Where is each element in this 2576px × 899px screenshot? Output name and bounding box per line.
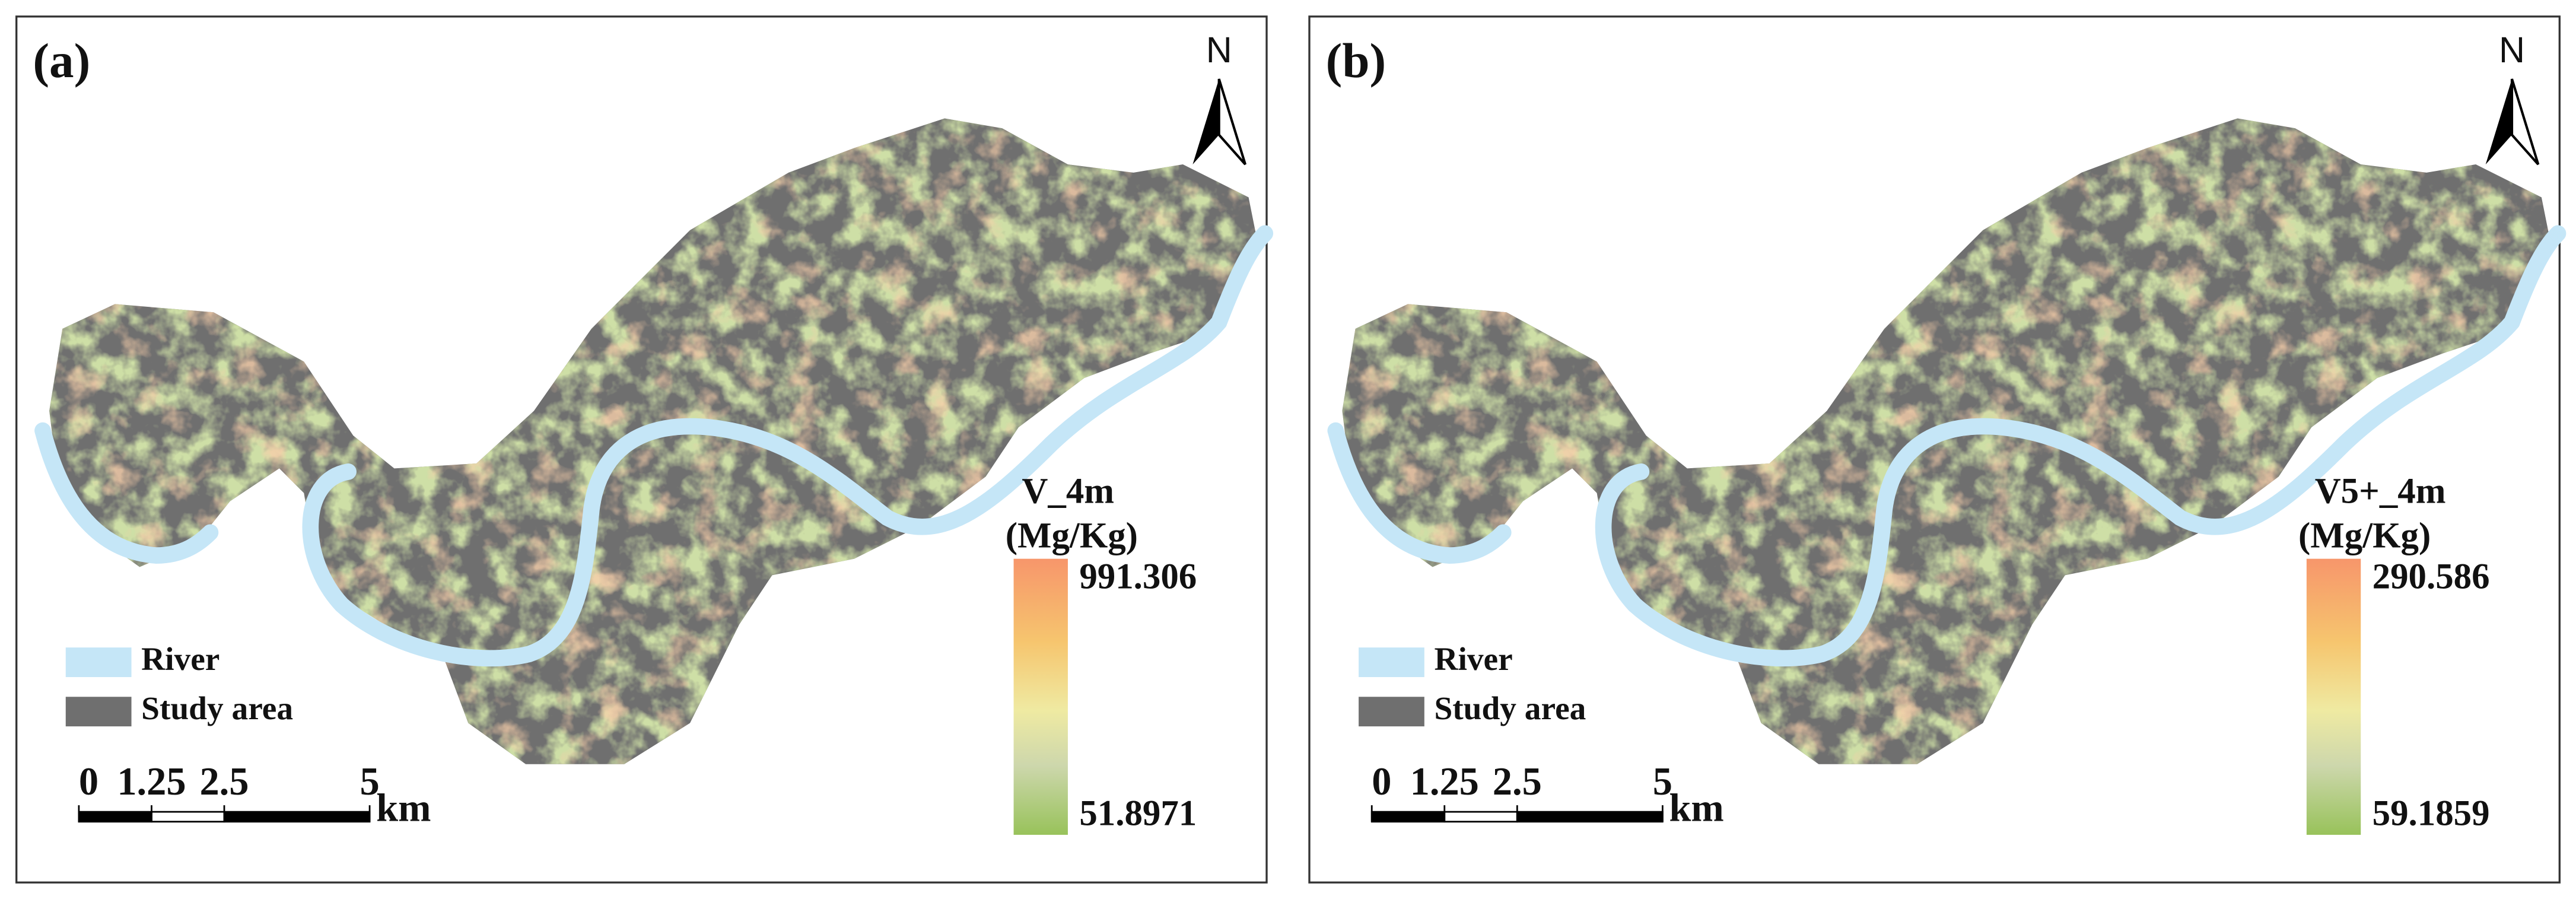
scale-segment (78, 811, 152, 823)
map-panel: (b) N River Study area 0 1.25 2.5 5km V5+_4m (Mg/… (1308, 15, 2567, 884)
legend-swatch (1359, 647, 1424, 678)
scale-label: 1.25 (117, 760, 186, 803)
legend-label: Study area (1434, 690, 1586, 726)
north-arrow-right (1217, 78, 1246, 166)
scale-label: 2.5 (1493, 760, 1542, 803)
color-bar (1013, 558, 1068, 835)
legend-min: 59.1859 (2373, 793, 2490, 833)
scale-segment (1443, 811, 1518, 823)
scale-label: 1.25 (1410, 760, 1479, 803)
north-label: N (1206, 30, 1232, 70)
legend-label: River (141, 641, 220, 677)
scale-label: 5 (1653, 760, 1672, 803)
scale-label: 0 (1372, 760, 1391, 803)
scale-segment (151, 811, 225, 823)
legend-title: V_4m (1022, 472, 1114, 512)
legend-unit: (Mg/Kg) (2298, 516, 2431, 555)
legend-max: 290.586 (2373, 557, 2490, 597)
scale-segment (223, 811, 371, 823)
map-panel: (a) N River Study area 0 1.25 2.5 5km V_4m (Mg/Kg… (15, 15, 1274, 884)
scale-unit: km (1669, 786, 1723, 830)
scale-label: 0 (79, 760, 98, 803)
legend-unit: (Mg/Kg) (1006, 516, 1138, 555)
scale-label: 5 (360, 760, 379, 803)
legend-title: V5+_4m (2315, 472, 2446, 512)
scale-segment (1370, 811, 1446, 823)
panel-label: (a) (33, 33, 90, 88)
river (34, 225, 1274, 667)
north-label: N (2499, 30, 2525, 70)
legend-label: River (1434, 641, 1512, 677)
scale-label: 2.5 (199, 760, 249, 803)
legend-min: 51.8971 (1079, 793, 1197, 833)
panel-label: (b) (1326, 33, 1386, 88)
north-arrow-right (2510, 78, 2540, 166)
river (1327, 225, 2567, 667)
color-bar (2306, 558, 2361, 835)
north-arrow-left (1192, 79, 1219, 165)
scale-segment (1516, 811, 1664, 823)
legend-swatch (65, 647, 132, 678)
scale-unit: km (376, 786, 431, 830)
legend-label: Study area (141, 690, 293, 726)
legend-swatch (65, 697, 132, 727)
legend-swatch (1359, 697, 1424, 727)
legend-max: 991.306 (1079, 557, 1197, 597)
